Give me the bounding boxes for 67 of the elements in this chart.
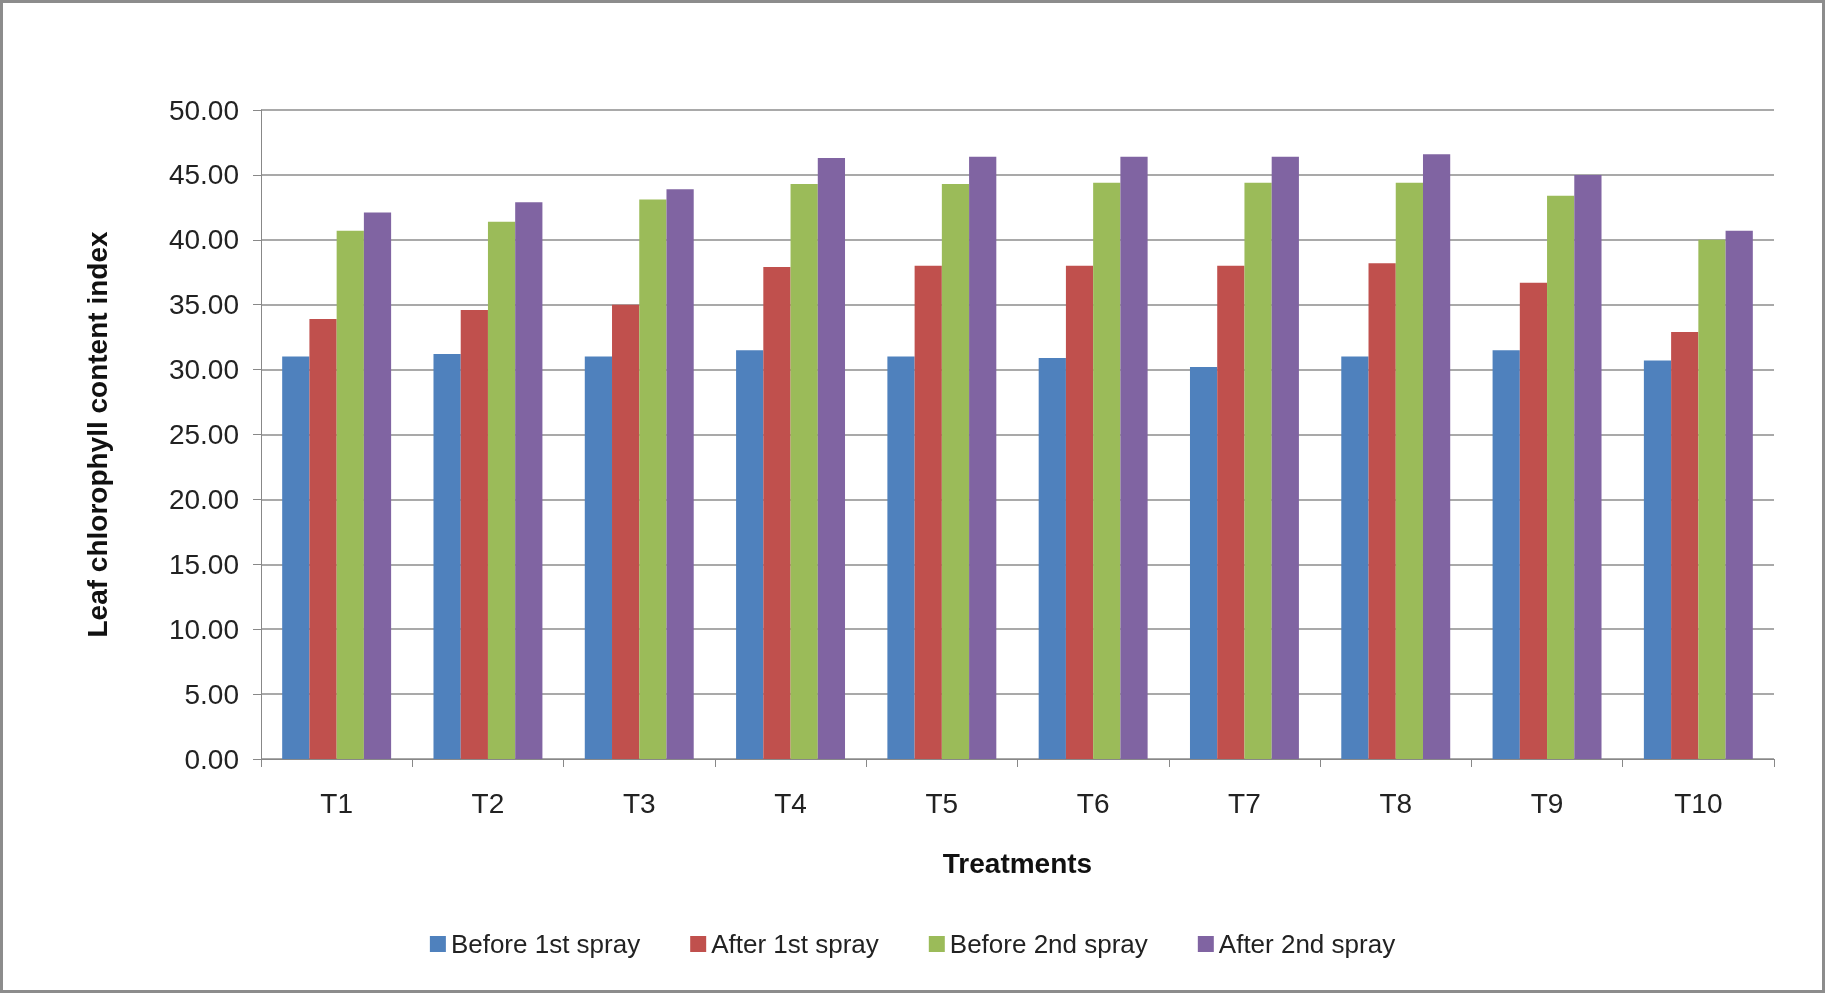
bar	[1341, 356, 1369, 759]
bar	[1574, 174, 1602, 759]
bar	[487, 221, 516, 759]
y-tick-label: 0.00	[184, 743, 239, 775]
bar	[1698, 239, 1726, 759]
x-tick-label: T4	[774, 787, 807, 819]
bar	[639, 199, 667, 759]
y-tick-label: 10.00	[168, 613, 239, 645]
bar	[1120, 156, 1148, 759]
bar	[1492, 350, 1520, 759]
bar	[1368, 263, 1396, 759]
bar	[1038, 357, 1066, 759]
x-tick-label: T5	[925, 787, 959, 819]
bar	[1065, 265, 1094, 759]
y-tick-label: 5.00	[184, 678, 239, 710]
bar	[282, 356, 310, 759]
bar	[941, 183, 970, 759]
y-tick-label: 35.00	[168, 289, 239, 321]
bar	[1217, 265, 1245, 759]
bar	[1093, 182, 1121, 759]
bar	[1547, 195, 1575, 759]
bar	[584, 356, 613, 759]
bar	[1189, 367, 1218, 759]
x-axis-title: Treatments	[942, 847, 1093, 879]
bar	[515, 202, 543, 759]
y-tick-label: 15.00	[168, 548, 239, 580]
bar	[763, 267, 791, 759]
bar	[1422, 154, 1451, 759]
legend-label: After 1st spray	[711, 929, 879, 959]
bar	[817, 158, 846, 759]
y-tick-label: 40.00	[168, 224, 239, 256]
bar	[887, 356, 915, 759]
bar	[969, 156, 997, 759]
y-tick-label: 20.00	[168, 483, 239, 515]
bar	[433, 354, 461, 759]
legend-label: Before 1st spray	[450, 929, 641, 959]
bar	[790, 183, 818, 759]
x-tick-label: T2	[471, 787, 505, 819]
y-tick-label: 50.00	[168, 94, 239, 126]
bar	[460, 309, 488, 759]
bar	[1271, 156, 1299, 759]
x-tick-label: T3	[622, 787, 656, 819]
bar	[1395, 182, 1423, 759]
y-tick-label: 25.00	[168, 419, 239, 450]
bar	[612, 304, 640, 759]
x-tick-label: T9	[1530, 787, 1564, 819]
bar	[1671, 331, 1699, 759]
bar	[1725, 230, 1753, 759]
bar	[363, 212, 392, 759]
x-tick-label: T10	[1674, 787, 1723, 819]
bar	[1244, 182, 1272, 759]
bar	[336, 230, 364, 759]
x-tick-label: T6	[1076, 787, 1110, 819]
legend-label: After 2nd spray	[1218, 929, 1396, 959]
x-tick-label: T8	[1379, 787, 1413, 819]
bar	[309, 318, 337, 759]
bar	[914, 265, 942, 759]
y-tick-label: 30.00	[168, 354, 239, 386]
legend-label: Before 2nd spray	[949, 929, 1148, 959]
bar	[1643, 360, 1672, 759]
x-tick-label: T1	[320, 787, 353, 819]
bar	[1519, 282, 1548, 759]
y-tick-label: 45.00	[168, 159, 239, 191]
bar	[666, 189, 694, 759]
bar	[736, 350, 764, 759]
x-tick-label: T7	[1228, 787, 1261, 819]
y-axis-title: Leaf chlorophyll content index	[81, 231, 113, 638]
